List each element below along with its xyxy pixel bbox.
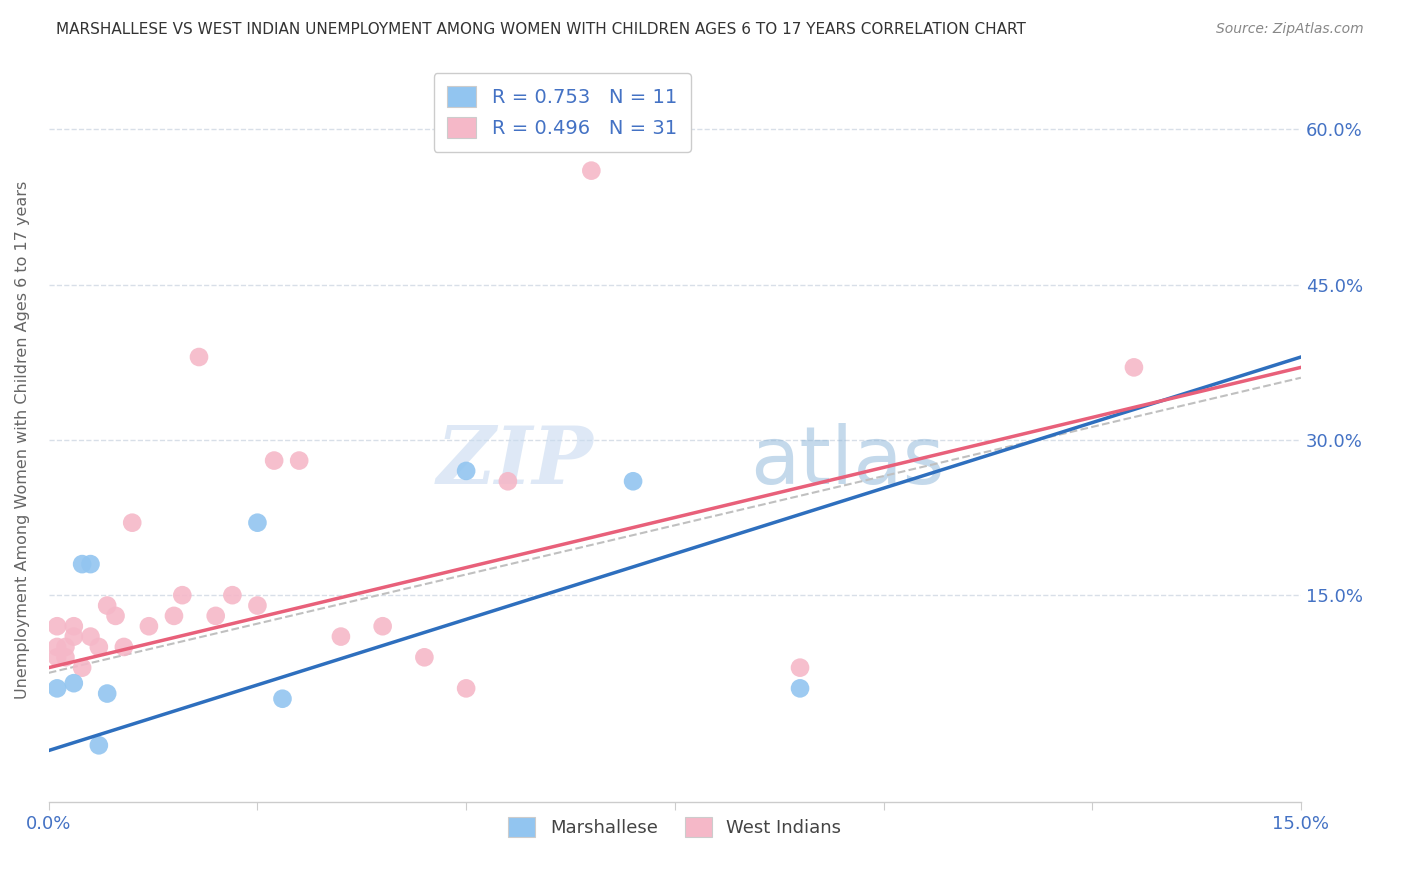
Point	[104, 608, 127, 623]
Point	[263, 453, 285, 467]
Point	[87, 640, 110, 654]
Point	[789, 660, 811, 674]
Text: Source: ZipAtlas.com: Source: ZipAtlas.com	[1216, 22, 1364, 37]
Point	[62, 630, 84, 644]
Point	[79, 557, 101, 571]
Text: ZIP: ZIP	[436, 423, 593, 500]
Point	[46, 681, 69, 696]
Point	[55, 650, 77, 665]
Point	[121, 516, 143, 530]
Point	[163, 608, 186, 623]
Point	[456, 681, 478, 696]
Point	[413, 650, 436, 665]
Point	[221, 588, 243, 602]
Point	[112, 640, 135, 654]
Point	[172, 588, 194, 602]
Point	[96, 687, 118, 701]
Point	[496, 475, 519, 489]
Point	[204, 608, 226, 623]
Point	[188, 350, 211, 364]
Point	[79, 630, 101, 644]
Point	[288, 453, 311, 467]
Point	[87, 739, 110, 753]
Point	[70, 557, 93, 571]
Text: MARSHALLESE VS WEST INDIAN UNEMPLOYMENT AMONG WOMEN WITH CHILDREN AGES 6 TO 17 Y: MARSHALLESE VS WEST INDIAN UNEMPLOYMENT …	[56, 22, 1026, 37]
Point	[329, 630, 352, 644]
Point	[246, 599, 269, 613]
Point	[371, 619, 394, 633]
Point	[138, 619, 160, 633]
Point	[46, 650, 69, 665]
Point	[1123, 360, 1146, 375]
Legend: Marshallese, West Indians: Marshallese, West Indians	[501, 810, 849, 844]
Point	[581, 163, 603, 178]
Point	[789, 681, 811, 696]
Text: atlas: atlas	[749, 423, 945, 500]
Point	[96, 599, 118, 613]
Point	[55, 640, 77, 654]
Point	[46, 619, 69, 633]
Point	[62, 676, 84, 690]
Y-axis label: Unemployment Among Women with Children Ages 6 to 17 years: Unemployment Among Women with Children A…	[15, 181, 30, 699]
Point	[70, 660, 93, 674]
Point	[246, 516, 269, 530]
Point	[621, 475, 644, 489]
Point	[271, 691, 294, 706]
Point	[46, 640, 69, 654]
Point	[456, 464, 478, 478]
Point	[62, 619, 84, 633]
